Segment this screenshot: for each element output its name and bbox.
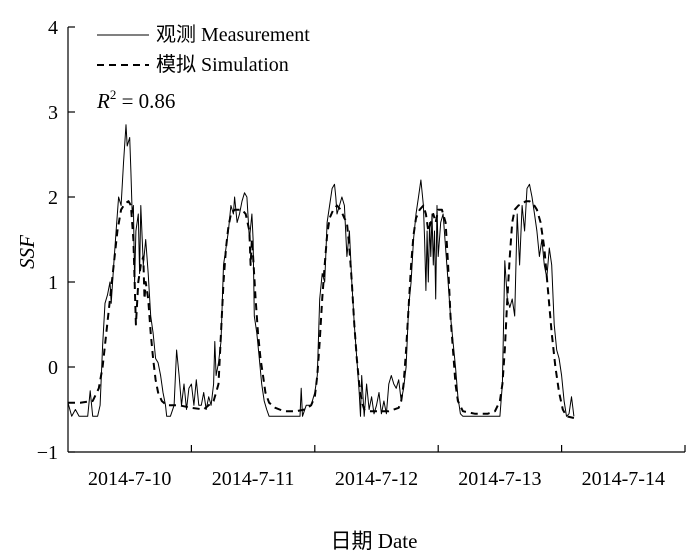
y-ticks: −1 0 1 2 3 4 (37, 17, 75, 464)
legend-label-simulation: 模拟 Simulation (156, 53, 289, 76)
x-tick-label-1: 2014-7-11 (212, 468, 295, 490)
y-tick-label-2: 1 (48, 272, 58, 294)
x-tick-label-2: 2014-7-12 (335, 468, 418, 490)
r-squared-value: = 0.86 (116, 89, 175, 113)
y-axis-title: SSF (15, 235, 39, 269)
legend: 观测 Measurement 模拟 Simulation (97, 23, 310, 76)
y-tick-label-3: 2 (48, 187, 58, 209)
series-line-simulation (68, 200, 575, 419)
x-tick-label-0: 2014-7-10 (88, 468, 171, 490)
y-tick-label-0: −1 (37, 442, 58, 464)
x-ticks: 2014-7-10 2014-7-11 2014-7-12 2014-7-13 2014… (88, 445, 686, 490)
x-tick-label-3: 2014-7-13 (458, 468, 541, 490)
r-squared-symbol: R (96, 89, 110, 113)
x-tick-label-4: 2014-7-14 (582, 468, 665, 490)
legend-label-measurement: 观测 Measurement (156, 23, 310, 46)
y-tick-label-4: 3 (48, 102, 58, 124)
y-tick-label-5: 4 (48, 17, 58, 39)
y-tick-label-1: 0 (48, 357, 58, 379)
series-layer (67, 124, 575, 419)
x-axis-title: 日期 Date (331, 529, 418, 553)
r-squared-exponent: 2 (110, 87, 117, 102)
r-squared-annotation: R2 = 0.86 (96, 87, 175, 113)
